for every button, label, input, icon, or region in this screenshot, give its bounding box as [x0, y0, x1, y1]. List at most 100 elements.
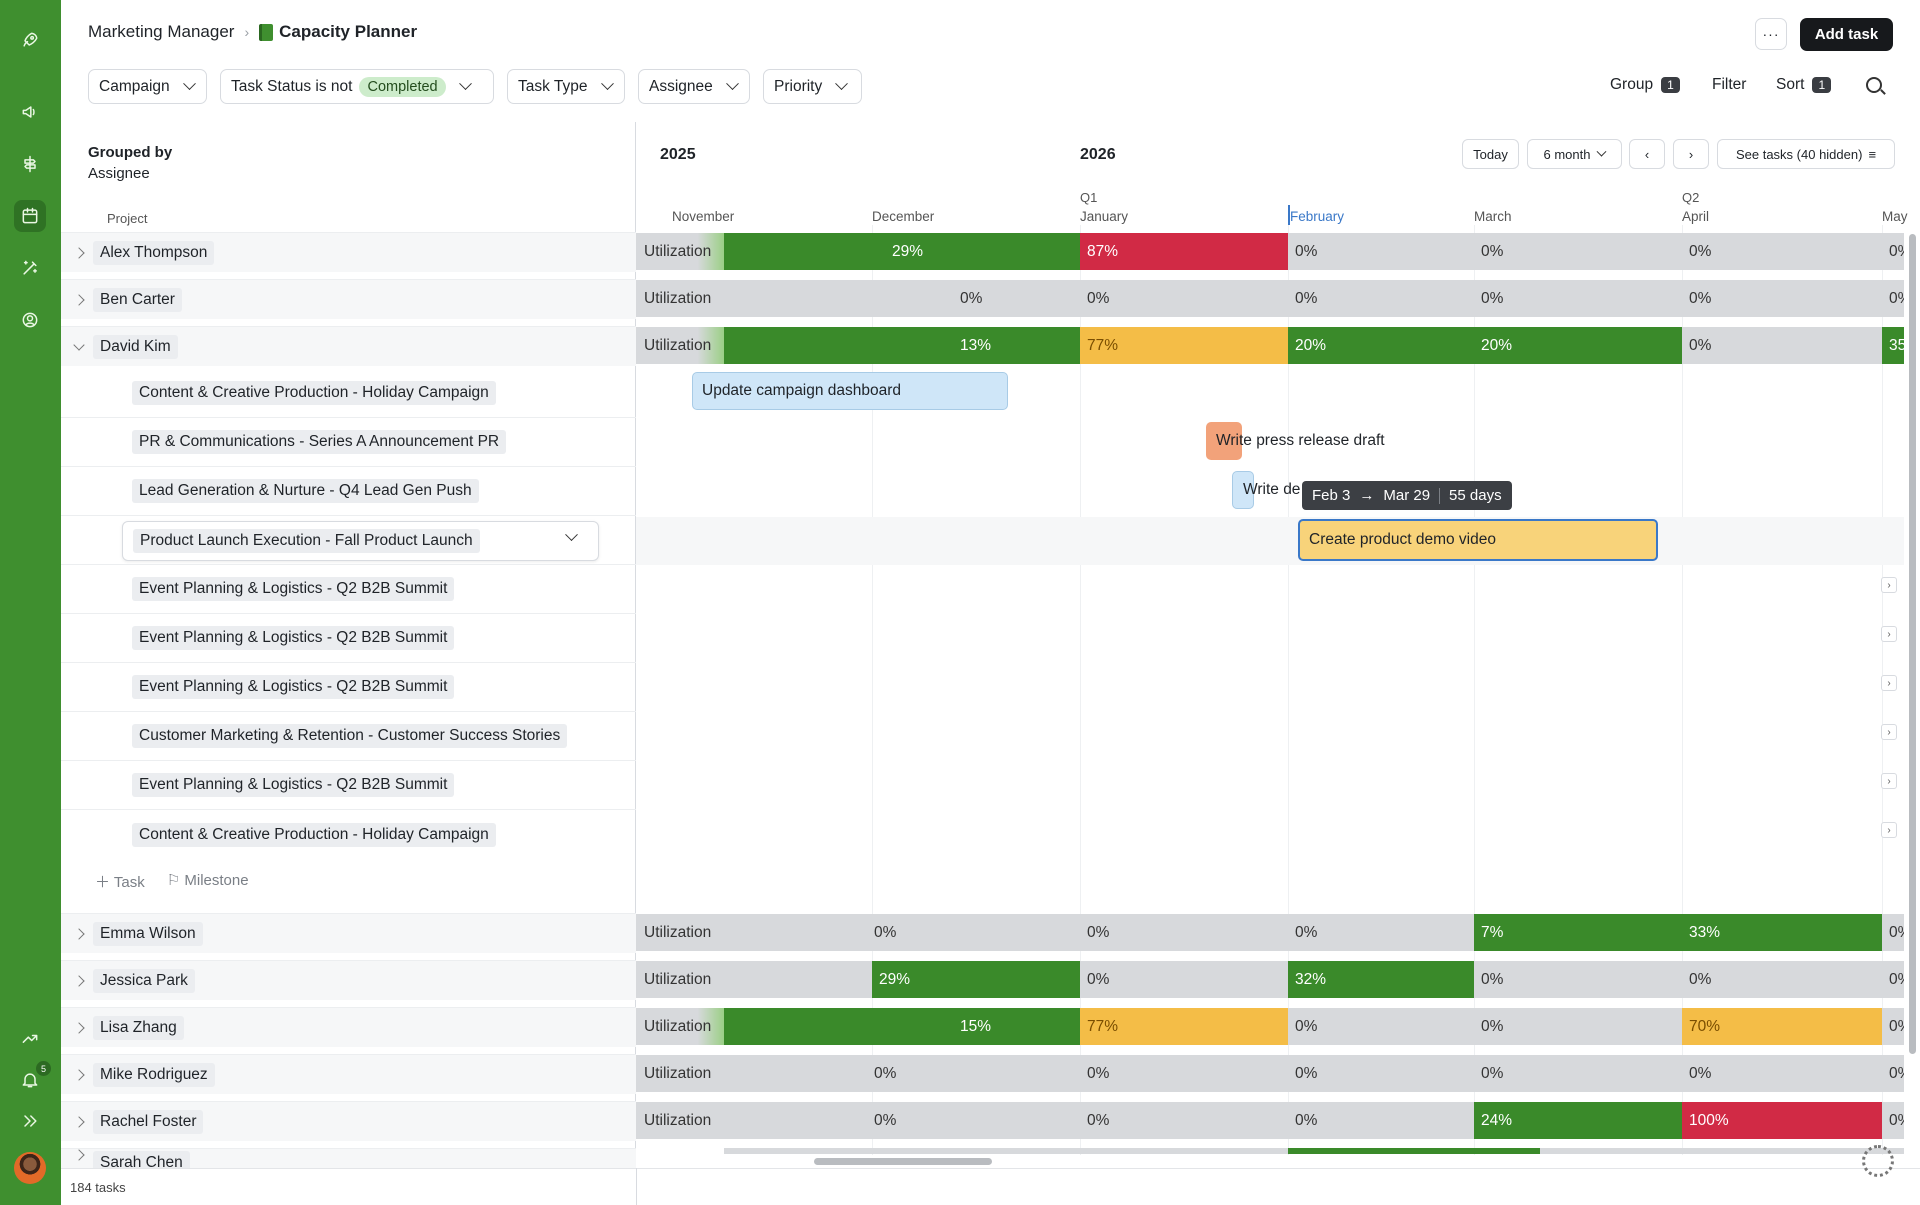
add-task-link[interactable]: ＋ Task [95, 874, 145, 891]
chevron-right-icon[interactable]: › [1881, 577, 1897, 593]
bell-icon[interactable] [14, 1064, 46, 1096]
priority-filter[interactable]: Priority [763, 69, 862, 104]
task-bar-press-release[interactable]: Write press release draft [1206, 422, 1385, 460]
person-row-lisa[interactable]: Lisa Zhang [61, 1007, 636, 1047]
chevron-right-icon[interactable] [73, 293, 85, 306]
project-row[interactable]: Event Planning & Logistics - Q2 B2B Summ… [61, 663, 636, 712]
rocket-icon[interactable] [14, 24, 46, 56]
today-button[interactable]: Today [1462, 139, 1519, 169]
chevron-right-icon[interactable]: › [1881, 773, 1897, 789]
range-select[interactable]: 6 month [1527, 139, 1622, 169]
chevron-right-icon[interactable] [73, 246, 85, 259]
arrow-right-icon: → [1359, 487, 1375, 504]
utilization-row-ben: Utilization 0% 0% 0% 0% 0% 0% [636, 280, 1904, 317]
util-segment: 0% [1288, 1008, 1474, 1045]
chevron-right-icon[interactable] [73, 1068, 85, 1081]
chevron-right-icon[interactable]: › [1881, 724, 1897, 740]
task-bar-demo-video[interactable]: Create product demo video [1298, 519, 1658, 561]
project-row[interactable]: Event Planning & Logistics - Q2 B2B Summ… [61, 565, 636, 614]
util-segment-empty [724, 961, 872, 998]
search-icon[interactable] [1866, 77, 1882, 93]
chevron-right-icon[interactable]: › [1881, 822, 1897, 838]
person-row-mike[interactable]: Mike Rodriguez [61, 1054, 636, 1094]
calendar-icon[interactable] [14, 200, 46, 232]
person-row-sarah[interactable]: Sarah Chen [61, 1148, 636, 1168]
utilization-label: Utilization [636, 233, 724, 270]
user-circle-icon[interactable] [14, 304, 46, 336]
util-segment: 77% [1080, 1008, 1288, 1045]
chevron-down-icon [182, 77, 196, 91]
person-name: David Kim [93, 334, 178, 359]
month-february: February [1290, 209, 1345, 224]
chevron-right-icon[interactable] [73, 927, 85, 940]
person-row-emma[interactable]: Emma Wilson [61, 913, 636, 953]
person-row-alex[interactable]: Alex Thompson [61, 232, 636, 272]
task-bar-write-de[interactable]: Write de [1232, 471, 1300, 509]
project-row[interactable]: Content & Creative Production - Holiday … [61, 810, 636, 859]
group-button[interactable]: Group 1 [1610, 76, 1680, 94]
chevron-right-icon[interactable] [73, 1021, 85, 1034]
util-segment: 0% [1474, 961, 1682, 998]
utilization-row-alex: Utilization 29% 87% 0% 0% 0% 0% [636, 233, 1904, 270]
person-row-rachel[interactable]: Rachel Foster [61, 1101, 636, 1141]
project-tag: Lead Generation & Nurture - Q4 Lead Gen … [132, 479, 479, 503]
breadcrumb-parent[interactable]: Marketing Manager [88, 22, 235, 41]
grid-line [1682, 225, 1683, 1155]
see-tasks-button[interactable]: See tasks (40 hidden) ≡ [1717, 139, 1895, 169]
magic-wand-icon[interactable] [14, 252, 46, 284]
next-period-button[interactable]: › [1673, 139, 1709, 169]
horizontal-scrollbar[interactable] [814, 1158, 992, 1165]
expand-icon[interactable] [14, 1105, 46, 1137]
person-row-ben[interactable]: Ben Carter [61, 279, 636, 319]
project-row[interactable]: Event Planning & Logistics - Q2 B2B Summ… [61, 761, 636, 810]
task-status-filter[interactable]: Task Status is not Completed [220, 69, 494, 104]
project-row[interactable]: Event Planning & Logistics - Q2 B2B Summ… [61, 614, 636, 663]
util-segment: 0% [1682, 233, 1882, 270]
task-status-label: Task Status is not [231, 77, 353, 95]
project-row[interactable]: Lead Generation & Nurture - Q4 Lead Gen … [61, 467, 636, 516]
signpost-icon[interactable] [14, 148, 46, 180]
year-2026: 2026 [1080, 146, 1116, 163]
trend-icon[interactable] [14, 1022, 46, 1054]
task-bar-update-dashboard[interactable]: Update campaign dashboard [692, 372, 1008, 410]
project-row-selected[interactable] [61, 516, 636, 565]
project-select[interactable]: Product Launch Execution - Fall Product … [122, 521, 599, 561]
more-options-button[interactable]: ··· [1755, 18, 1787, 50]
chevron-down-icon [458, 77, 472, 91]
util-segment: 100% [1682, 1102, 1882, 1139]
chevron-right-icon[interactable] [73, 974, 85, 987]
utilization-row-emma: Utilization 0% 0% 0% 7% 33% 0% [636, 914, 1904, 951]
page-title-text: Capacity Planner [279, 22, 418, 41]
grid-line [1288, 225, 1289, 1155]
assignee-filter[interactable]: Assignee [638, 69, 750, 104]
chevron-right-icon[interactable]: › [1881, 626, 1897, 642]
person-name: Ben Carter [93, 287, 182, 312]
tooltip-divider [1439, 487, 1441, 504]
add-task-button[interactable]: Add task [1800, 18, 1893, 51]
person-row-jessica[interactable]: Jessica Park [61, 960, 636, 1000]
chevron-right-icon[interactable] [73, 1149, 85, 1161]
person-row-david[interactable]: David Kim [61, 326, 636, 366]
chevron-right-icon[interactable]: › [1881, 675, 1897, 691]
util-segment: 33% [1682, 914, 1882, 951]
util-segment: 20% [1474, 327, 1682, 364]
util-segment: 13% [724, 327, 1080, 364]
prev-period-button[interactable]: ‹ [1629, 139, 1665, 169]
filter-button[interactable]: Filter [1712, 76, 1746, 94]
add-milestone-link[interactable]: ⚐ Milestone [166, 872, 249, 889]
sort-button[interactable]: Sort 1 [1776, 76, 1832, 94]
project-row[interactable]: Customer Marketing & Retention - Custome… [61, 712, 636, 761]
vertical-scrollbar[interactable] [1909, 234, 1916, 1054]
add-task-label: Task [113, 874, 145, 891]
megaphone-icon[interactable] [14, 96, 46, 128]
avatar[interactable] [14, 1152, 46, 1184]
campaign-filter[interactable]: Campaign [88, 69, 207, 104]
book-icon [259, 23, 274, 41]
project-row[interactable]: Content & Creative Production - Holiday … [61, 369, 636, 418]
chevron-down-icon[interactable] [73, 338, 85, 351]
project-row[interactable]: PR & Communications - Series A Announcem… [61, 418, 636, 467]
util-segment: 35 [1882, 327, 1904, 364]
task-type-filter[interactable]: Task Type [507, 69, 625, 104]
chevron-right-icon[interactable] [73, 1115, 85, 1128]
utilization-label: Utilization [636, 1055, 724, 1092]
